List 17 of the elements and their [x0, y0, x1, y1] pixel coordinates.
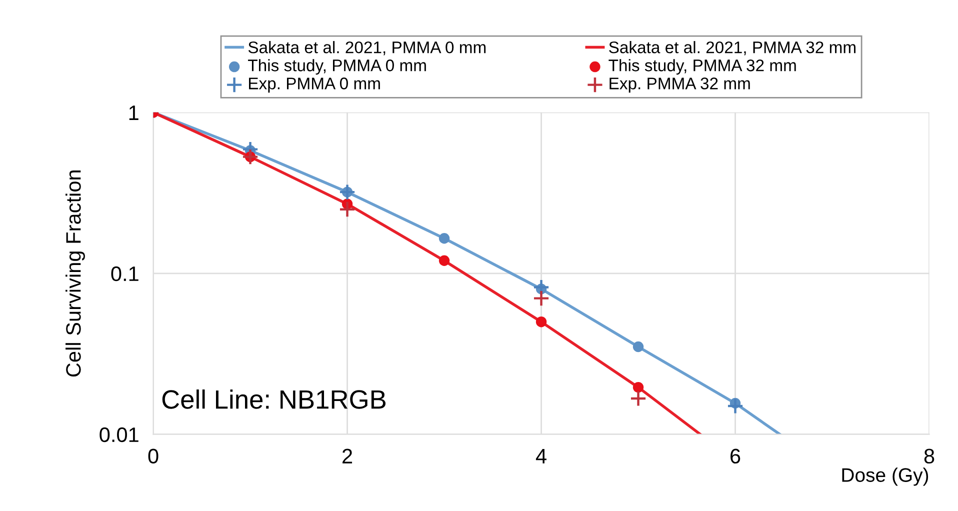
x-tick-label: 4 — [536, 449, 546, 464]
legend-label: Sakata et al. 2021, PMMA 32 mm — [609, 41, 856, 56]
y-tick-label: 1 — [129, 106, 138, 120]
legend-label: This study, PMMA 32 mm — [608, 59, 796, 75]
legend-label: Sakata et al. 2021, PMMA 0 mm — [248, 41, 486, 56]
y-tick-label: 0.01 — [100, 427, 138, 442]
x-axis-title: Dose (Gy) — [842, 468, 928, 486]
y-tick-label: 0.1 — [111, 266, 138, 282]
x-tick-label: 2 — [342, 448, 352, 464]
legend-label: Exp. PMMA 32 mm — [610, 78, 750, 93]
x-tick-label: 6 — [730, 448, 740, 464]
x-tick-label: 0 — [148, 448, 158, 464]
legend-label: This study, PMMA 0 mm — [248, 59, 426, 75]
y-axis-title: Cell Surviving Fraction — [66, 170, 85, 377]
x-tick-label: 8 — [924, 448, 934, 464]
legend-label: Exp. PMMA 0 mm — [249, 78, 380, 93]
annotation: Cell Line: NB1RGB — [162, 389, 386, 409]
